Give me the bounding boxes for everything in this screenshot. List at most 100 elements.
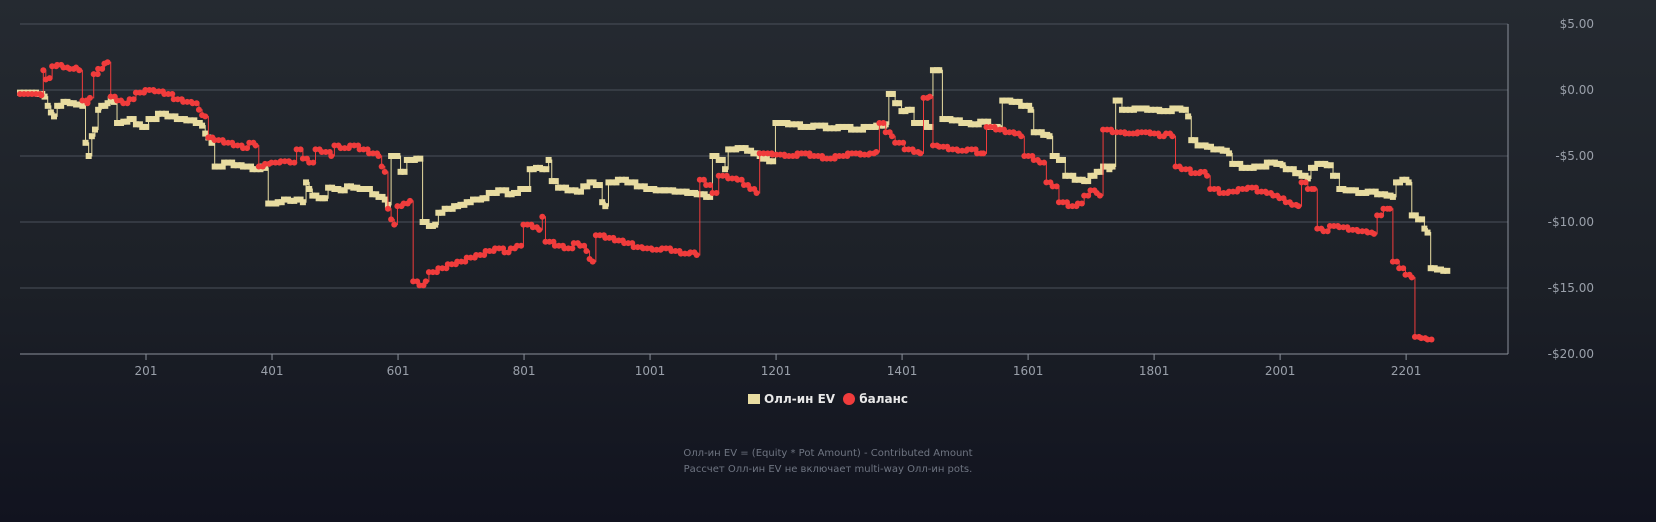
data-point — [923, 123, 930, 130]
data-point — [1412, 212, 1419, 219]
data-point — [684, 189, 691, 196]
data-point — [1204, 143, 1211, 150]
data-point — [1106, 166, 1113, 173]
data-point — [1295, 203, 1302, 210]
data-point — [1152, 106, 1159, 113]
data-point — [407, 156, 414, 163]
data-point — [1144, 106, 1151, 113]
data-point — [1444, 267, 1451, 274]
data-point — [375, 153, 382, 159]
data-point — [656, 187, 663, 194]
data-point — [860, 123, 867, 130]
data-point — [94, 71, 101, 78]
data-point — [703, 193, 710, 200]
data-point — [647, 186, 654, 192]
data-point — [321, 195, 328, 202]
data-point — [564, 187, 571, 194]
data-point — [423, 219, 430, 225]
data-point — [1192, 137, 1199, 144]
data-point — [526, 166, 533, 173]
data-point — [149, 116, 156, 123]
data-point — [1097, 168, 1104, 175]
data-point — [73, 101, 80, 108]
y-tick-label: -$20.00 — [1548, 347, 1594, 361]
data-point — [1246, 164, 1253, 171]
footnote: Олл-ин EV = (Equity * Pot Amount) - Cont… — [0, 446, 1656, 478]
data-point — [1327, 162, 1334, 169]
data-point — [451, 203, 458, 210]
data-point — [381, 168, 388, 175]
data-point — [738, 176, 745, 183]
data-point — [1399, 176, 1406, 183]
data-point — [88, 133, 95, 140]
data-point — [280, 196, 287, 203]
data-point — [1059, 156, 1066, 163]
data-point — [432, 221, 439, 228]
data-point — [980, 150, 987, 157]
data-point — [503, 187, 510, 194]
data-point — [939, 116, 946, 123]
data-point — [1198, 142, 1205, 149]
data-point — [130, 116, 137, 123]
data-point — [533, 164, 540, 171]
data-point — [1112, 97, 1119, 104]
data-point — [381, 196, 388, 203]
data-point — [384, 205, 391, 212]
data-point — [391, 221, 398, 228]
legend-item-allin-ev[interactable]: Олл-ин EV — [747, 392, 835, 406]
data-point — [378, 163, 385, 170]
data-point — [1302, 179, 1309, 186]
data-point — [445, 205, 452, 212]
data-point — [908, 106, 915, 113]
x-tick-label: 2201 — [1391, 364, 1422, 378]
data-point — [599, 199, 606, 206]
data-point — [306, 186, 313, 192]
data-point — [1075, 176, 1082, 183]
data-point — [715, 156, 722, 163]
data-point — [1066, 172, 1073, 179]
data-point — [331, 186, 338, 192]
data-point — [287, 197, 294, 204]
data-point — [1169, 105, 1176, 112]
data-point — [1298, 172, 1305, 179]
data-point — [1400, 265, 1407, 272]
data-point — [1156, 108, 1163, 115]
data-point — [666, 187, 673, 194]
grid-lines — [20, 23, 1509, 355]
data-point — [1126, 106, 1133, 113]
data-point — [293, 196, 300, 203]
data-point — [637, 183, 644, 190]
data-point — [76, 67, 83, 74]
data-point — [485, 189, 492, 196]
data-point — [1118, 106, 1125, 113]
data-point — [46, 75, 53, 82]
data-point — [299, 199, 306, 206]
data-point — [291, 159, 298, 166]
data-point — [609, 179, 616, 186]
data-point — [1046, 133, 1053, 140]
x-tick-label: 601 — [387, 364, 410, 378]
data-point — [568, 187, 575, 194]
series-line — [20, 61, 1429, 340]
data-point — [1364, 188, 1371, 195]
data-point — [818, 122, 825, 129]
footnote-disclaimer: Рассчет Олл-ин EV не включает multi-way … — [683, 464, 973, 475]
data-point — [192, 120, 199, 126]
data-point — [962, 120, 969, 126]
data-point — [943, 116, 950, 123]
data-point — [85, 153, 92, 159]
legend-item-balance[interactable]: баланс — [843, 392, 908, 406]
data-point — [577, 188, 584, 195]
data-point — [1185, 113, 1192, 120]
data-point — [394, 153, 401, 159]
data-point — [671, 188, 678, 195]
data-point — [407, 197, 414, 204]
data-point — [1164, 108, 1171, 115]
data-point — [652, 187, 659, 194]
data-point — [826, 125, 833, 132]
data-point — [1330, 172, 1337, 179]
data-point — [1290, 166, 1297, 173]
data-point — [413, 155, 420, 162]
data-point — [1091, 172, 1098, 179]
data-point — [750, 150, 757, 157]
